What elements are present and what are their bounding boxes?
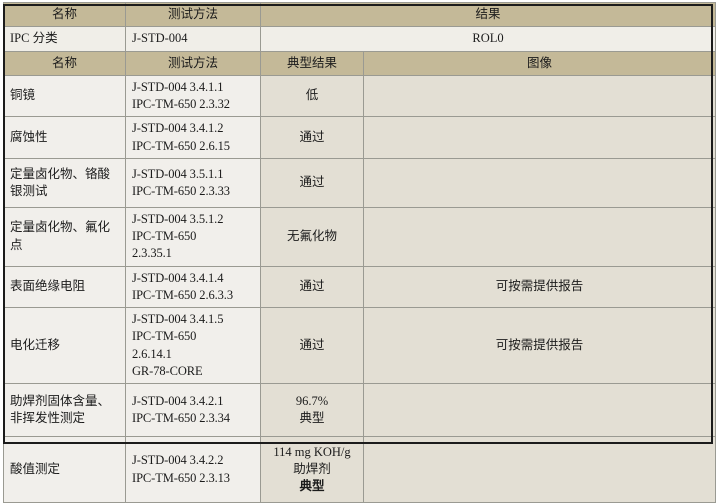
table-row: 助焊剂固体含量、非挥发性测定 J-STD-004 3.4.2.1 IPC-TM-65… [3,383,717,437]
table-row: 定量卤化物、铬酸银测试 J-STD-004 3.5.1.1 IPC-TM-650 2… [3,157,717,208]
method-line: IPC-TM-650 [132,329,197,344]
method-line: IPC-TM-650 2.3.34 [132,411,230,425]
cell-typical-result: 通过 [260,116,364,159]
cell-test-name: 表面绝缘电阻 [3,265,126,308]
classification-result: ROL0 [259,26,717,52]
cell-test-name: 酸值测定 [3,436,126,503]
result-line: 通过 [299,129,325,144]
cell-typical-result: 96.7% 典型 [260,383,364,437]
result-line: 通过 [299,337,325,352]
cell-image [362,206,717,267]
method-line: J-STD-004 3.4.1.4 [132,270,224,285]
image-note-line: 可按需提供报告 [495,337,584,352]
method-line: J-STD-004 3.4.1.1 [132,79,224,94]
cell-image [362,116,717,159]
result-line: 通过 [299,279,325,294]
image-note-line: 可按需提供报告 [495,279,584,294]
table-row: 腐蚀性 J-STD-004 3.4.1.2 IPC-TM-650 2.6.15 通过 [3,116,717,159]
cell-typical-result: 通过 [260,307,364,384]
method-line: IPC-TM-650 2.3.13 [132,470,230,485]
result-line: 典型 [299,411,325,425]
cell-typical-result: 通过 [260,265,364,308]
method-line: J-STD-004 3.5.1.2 [132,211,224,226]
classification-name: IPC 分类 [3,26,126,52]
classification-method: J-STD-004 [125,26,261,52]
cell-image [362,436,717,503]
result-line: 助焊剂 [293,461,331,476]
table-header-top-row: 名称 测试方法 结果 [3,1,717,28]
cell-image [362,157,717,208]
subheader-test-method: 测试方法 [125,50,261,76]
header-name: 名称 [3,1,126,28]
cell-image [362,74,717,118]
cell-test-method: J-STD-004 3.4.1.4 IPC-TM-650 2.6.3.3 [125,265,261,308]
method-line: J-STD-004 3.4.2.1 [132,393,224,408]
method-line: 2.3.35.1 [132,246,172,261]
cell-typical-result: 低 [260,74,364,118]
cell-test-name: 定量卤化物、铬酸银测试 [3,157,126,208]
subheader-typical-result: 典型结果 [260,50,364,76]
table-row: 表面绝缘电阻 J-STD-004 3.4.1.4 IPC-TM-650 2.6.3.… [3,265,717,308]
header-test-method: 测试方法 [125,1,261,28]
cell-test-method: J-STD-004 3.4.2.2 IPC-TM-650 2.3.13 [125,436,261,503]
table-row: 铜镜 J-STD-004 3.4.1.1 IPC-TM-650 2.3.32 低 [3,74,717,118]
classification-row: IPC 分类 J-STD-004 ROL0 [3,26,717,52]
result-line: 114 mg KOH/g [273,444,351,459]
cell-image: 可按需提供报告 [362,265,717,308]
cell-typical-result: 114 mg KOH/g 助焊剂典型 [260,436,364,503]
ipc-test-results-table: 名称 测试方法 结果 IPC 分类 J-STD-004 ROL0 名称 测试方法… [3,1,717,503]
table-header-sub-row: 名称 测试方法 典型结果 图像 [3,50,717,76]
result-line: 96.7% [295,393,329,408]
cell-test-name: 电化迁移 [3,307,126,384]
cell-test-name: 助焊剂固体含量、非挥发性测定 [3,383,126,437]
subheader-image: 图像 [362,50,717,76]
cell-test-method: J-STD-004 3.5.1.2 IPC-TM-650 2.3.35.1 [125,206,261,267]
method-line: IPC-TM-650 2.3.33 [132,183,230,198]
method-line: J-STD-004 3.4.1.2 [132,121,224,136]
cell-test-method: J-STD-004 3.4.1.5 IPC-TM-650 2.6.14.1 GR-78… [125,307,261,384]
result-line: 通过 [299,175,325,190]
header-result: 结果 [259,1,717,28]
method-line: IPC-TM-650 2.6.15 [132,138,230,153]
cell-test-method: J-STD-004 3.4.1.1 IPC-TM-650 2.3.32 [125,74,261,118]
cell-test-name: 腐蚀性 [3,116,126,159]
method-line: IPC-TM-650 [132,229,197,243]
result-line: 无氟化物 [286,229,337,243]
method-line: IPC-TM-650 2.3.32 [132,97,230,111]
table-row: 电化迁移 J-STD-004 3.4.1.5 IPC-TM-650 2.6.14.1 G… [3,307,717,384]
method-line: J-STD-004 3.5.1.1 [132,166,224,181]
cell-test-name: 铜镜 [3,74,126,118]
cell-image: 可按需提供报告 [362,307,717,384]
method-line: IPC-TM-650 2.6.3.3 [132,287,233,302]
cell-typical-result: 无氟化物 [260,206,364,267]
cell-test-method: J-STD-004 3.4.1.2 IPC-TM-650 2.6.15 [125,116,261,159]
result-line: 典型 [299,479,325,494]
cell-test-method: J-STD-004 3.4.2.1 IPC-TM-650 2.3.34 [125,383,261,437]
table-row: 定量卤化物、氟化点 J-STD-004 3.5.1.2 IPC-TM-650 2.3.… [3,206,717,267]
cell-typical-result: 通过 [260,157,364,208]
method-line: J-STD-004 3.4.1.5 [132,312,224,326]
method-line: 2.6.14.1 [132,346,172,361]
cell-image [362,383,717,437]
cell-test-name: 定量卤化物、氟化点 [3,206,126,267]
method-line: GR-78-CORE [132,363,203,378]
table-row: 酸值测定 J-STD-004 3.4.2.2 IPC-TM-650 2.3.13 11… [3,436,717,503]
subheader-name: 名称 [3,50,126,76]
result-line: 低 [305,88,319,103]
method-line: J-STD-004 3.4.2.2 [132,453,224,468]
cell-test-method: J-STD-004 3.5.1.1 IPC-TM-650 2.3.33 [125,157,261,208]
